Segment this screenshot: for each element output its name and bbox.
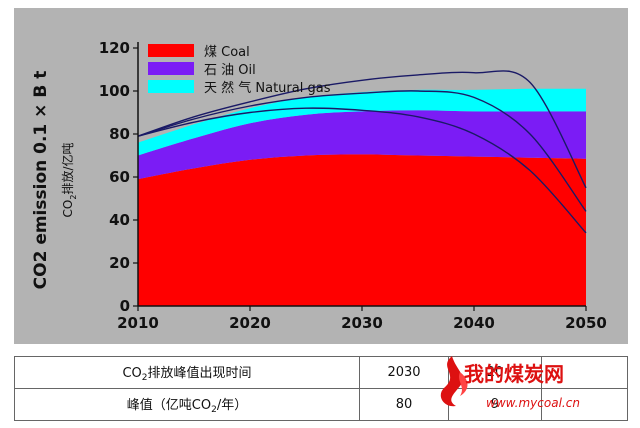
y-tick-label: 100 bbox=[99, 82, 130, 100]
area-series-1 bbox=[138, 110, 586, 180]
table-cell bbox=[541, 356, 628, 389]
legend-swatch bbox=[148, 80, 194, 93]
x-tick-label: 2040 bbox=[453, 314, 495, 332]
legend: 煤 Coal 石 油 Oil 天 然 气 Natural gas bbox=[148, 44, 331, 96]
plot-layer bbox=[137, 70, 587, 306]
legend-swatch bbox=[148, 62, 194, 75]
legend-label: 天 然 气 Natural gas bbox=[204, 80, 331, 96]
y-tick-label: 60 bbox=[109, 168, 130, 186]
y-tick-label: 0 bbox=[120, 297, 130, 315]
chart-panel: 0 20 40 60 80 100 120 2010 2020 2030 2040 2050 煤 Co… bbox=[14, 8, 628, 344]
y-tick-label: 40 bbox=[109, 211, 130, 229]
watermark-logo: 我的煤炭网 www.mycoal.cn bbox=[430, 352, 640, 428]
flame-icon bbox=[440, 356, 468, 407]
x-tick-label: 2020 bbox=[229, 314, 271, 332]
table-cell bbox=[541, 388, 628, 421]
y-tick-label: 120 bbox=[99, 39, 130, 57]
legend-label: 煤 Coal bbox=[204, 45, 250, 60]
legend-swatch bbox=[148, 44, 194, 57]
row-label: 峰值（亿吨CO2/年） bbox=[14, 388, 360, 421]
watermark-url: www.mycoal.cn bbox=[486, 396, 580, 410]
x-tick-label: 2050 bbox=[565, 314, 607, 332]
scenario-line-2 bbox=[137, 107, 587, 234]
table-cell: 80 bbox=[359, 388, 449, 421]
peak-table: CO2排放峰值出现时间 2030 20 峰值（亿吨CO2/年） 80 9 bbox=[14, 356, 628, 421]
row-label: CO2排放峰值出现时间 bbox=[14, 356, 360, 389]
legend-label: 石 油 Oil bbox=[204, 63, 256, 78]
area-series-2 bbox=[138, 88, 586, 156]
table-cell: 9 bbox=[448, 388, 542, 421]
y-tick-label: 80 bbox=[109, 125, 130, 143]
x-tick-label: 2030 bbox=[341, 314, 383, 332]
y-tick-label: 20 bbox=[109, 254, 130, 272]
scenario-line-1 bbox=[137, 90, 587, 212]
table-row: 峰值（亿吨CO2/年） 80 9 bbox=[14, 388, 628, 421]
area-series-0 bbox=[138, 154, 586, 306]
y-axis-label-en: CO2 emission 0.1 × B t bbox=[31, 71, 51, 290]
watermark-text: 我的煤炭网 bbox=[464, 362, 564, 386]
scenario-line-0 bbox=[137, 70, 587, 189]
x-tick-label: 2010 bbox=[117, 314, 159, 332]
y-axis-label-cn: CO2排放/亿吨 bbox=[60, 143, 78, 218]
